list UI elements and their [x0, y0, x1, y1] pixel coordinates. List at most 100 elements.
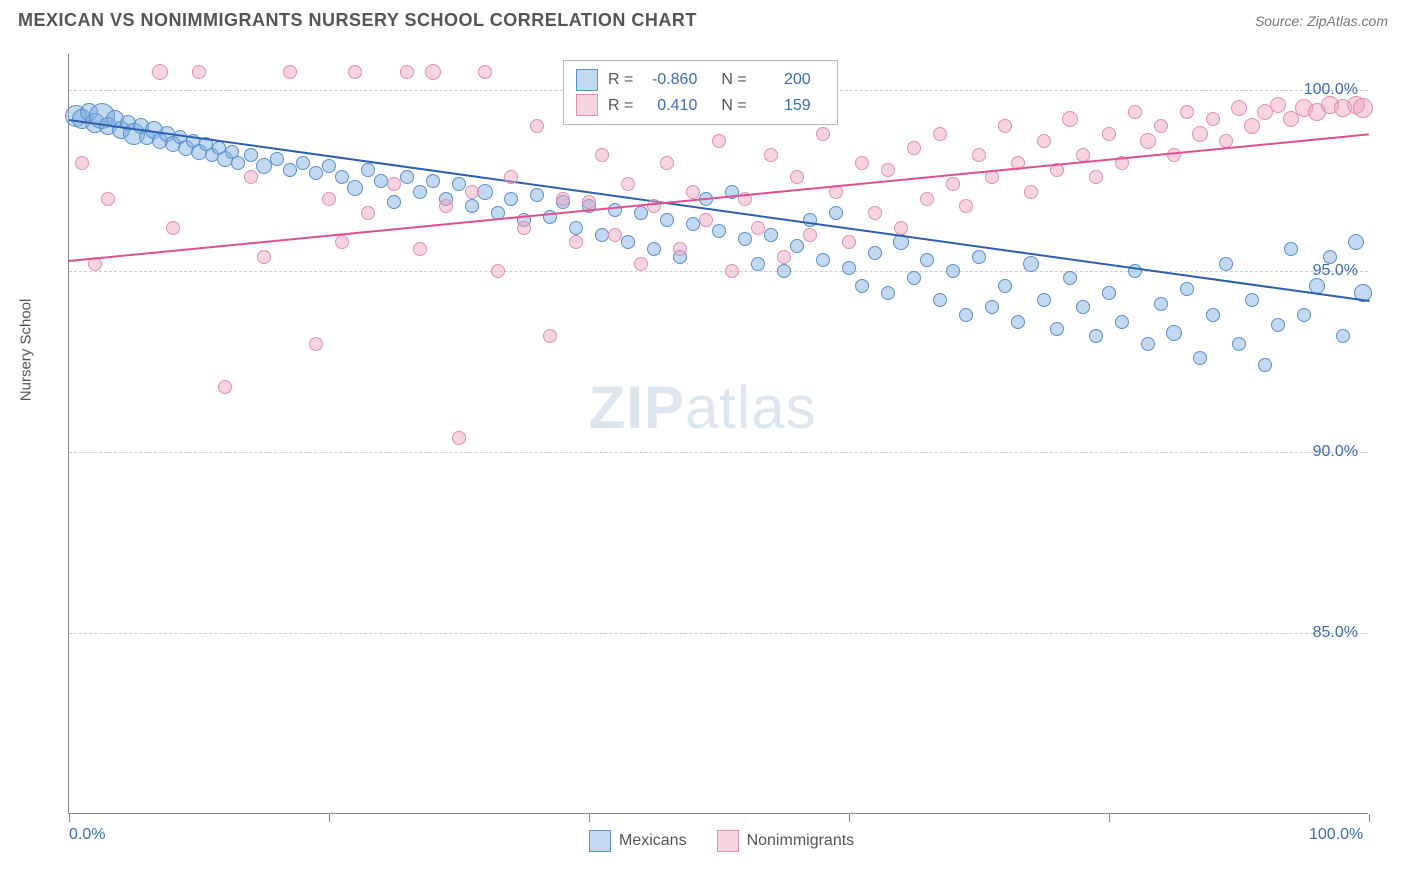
scatter-point	[1193, 351, 1207, 365]
scatter-point	[166, 221, 180, 235]
scatter-point	[686, 217, 700, 231]
scatter-point	[1166, 325, 1182, 341]
scatter-point	[894, 221, 908, 235]
scatter-point	[946, 264, 960, 278]
scatter-point	[1258, 358, 1272, 372]
scatter-point	[257, 250, 271, 264]
scatter-point	[881, 286, 895, 300]
scatter-point	[322, 192, 336, 206]
scatter-point	[985, 300, 999, 314]
legend-series-name: Nonimmigrants	[747, 832, 855, 850]
scatter-point	[634, 257, 648, 271]
scatter-point	[1154, 119, 1168, 133]
scatter-point	[413, 242, 427, 256]
scatter-point	[699, 213, 713, 227]
scatter-point	[647, 199, 661, 213]
scatter-point	[803, 228, 817, 242]
scatter-point	[1244, 118, 1260, 134]
scatter-point	[621, 235, 635, 249]
scatter-point	[1167, 148, 1181, 162]
scatter-point	[1192, 126, 1208, 142]
scatter-point	[1050, 322, 1064, 336]
scatter-point	[647, 242, 661, 256]
scatter-point	[686, 185, 700, 199]
scatter-point	[634, 206, 648, 220]
x-tick	[1109, 814, 1110, 822]
scatter-point	[764, 228, 778, 242]
scatter-point	[998, 119, 1012, 133]
scatter-point	[465, 199, 479, 213]
legend-row: R =0.410N =159	[576, 93, 825, 119]
scatter-point	[1076, 300, 1090, 314]
watermark: ZIPatlas	[589, 373, 817, 442]
scatter-point	[712, 134, 726, 148]
scatter-point	[309, 337, 323, 351]
scatter-point	[933, 293, 947, 307]
chart-title: MEXICAN VS NONIMMIGRANTS NURSERY SCHOOL …	[18, 10, 697, 31]
scatter-point	[413, 185, 427, 199]
scatter-point	[152, 64, 168, 80]
scatter-point	[660, 156, 674, 170]
scatter-point	[348, 65, 362, 79]
scatter-point	[296, 156, 310, 170]
x-tick	[329, 814, 330, 822]
scatter-point	[75, 156, 89, 170]
scatter-point	[829, 206, 843, 220]
scatter-point	[1089, 170, 1103, 184]
scatter-point	[244, 170, 258, 184]
scatter-point	[387, 195, 401, 209]
scatter-point	[361, 206, 375, 220]
legend-r-value: -0.860	[649, 67, 697, 93]
scatter-point	[608, 203, 622, 217]
scatter-point	[712, 224, 726, 238]
scatter-point	[283, 65, 297, 79]
scatter-point	[569, 235, 583, 249]
scatter-point	[738, 232, 752, 246]
scatter-point	[595, 228, 609, 242]
correlation-legend: R =-0.860N =200R =0.410N =159	[563, 60, 838, 125]
scatter-point	[1284, 242, 1298, 256]
scatter-point	[1270, 97, 1286, 113]
scatter-point	[1011, 315, 1025, 329]
x-tick	[69, 814, 70, 822]
scatter-point	[347, 180, 363, 196]
chart-container: Nursery School ZIPatlas 85.0%90.0%95.0%1…	[18, 44, 1388, 844]
x-tick	[1369, 814, 1370, 822]
scatter-point	[504, 192, 518, 206]
scatter-point	[868, 206, 882, 220]
legend-r-label: R =	[608, 67, 633, 93]
scatter-point	[608, 228, 622, 242]
scatter-point	[309, 166, 323, 180]
scatter-point	[491, 264, 505, 278]
y-tick-label: 90.0%	[1313, 443, 1358, 461]
gridline	[69, 452, 1368, 453]
scatter-point	[920, 253, 934, 267]
legend-row: R =-0.860N =200	[576, 67, 825, 93]
x-tick	[849, 814, 850, 822]
scatter-point	[530, 188, 544, 202]
trend-line	[69, 134, 1369, 263]
scatter-point	[998, 279, 1012, 293]
series-legend: Mexicans Nonimmigrants	[589, 830, 854, 852]
x-tick	[589, 814, 590, 822]
scatter-point	[1154, 297, 1168, 311]
scatter-point	[1232, 337, 1246, 351]
legend-series-name: Mexicans	[619, 832, 687, 850]
scatter-point	[465, 185, 479, 199]
scatter-point	[1323, 250, 1337, 264]
y-axis-label: Nursery School	[18, 299, 35, 402]
legend-n-value: 200	[763, 67, 811, 93]
legend-r-label: R =	[608, 93, 633, 119]
x-tick-label: 0.0%	[69, 826, 105, 844]
scatter-point	[335, 170, 349, 184]
scatter-point	[1115, 315, 1129, 329]
scatter-point	[1102, 286, 1116, 300]
scatter-point	[1089, 329, 1103, 343]
scatter-point	[517, 221, 531, 235]
legend-n-value: 159	[763, 93, 811, 119]
legend-n-label: N =	[721, 93, 746, 119]
scatter-point	[595, 148, 609, 162]
scatter-point	[907, 141, 921, 155]
scatter-point	[556, 192, 570, 206]
scatter-point	[1023, 256, 1039, 272]
